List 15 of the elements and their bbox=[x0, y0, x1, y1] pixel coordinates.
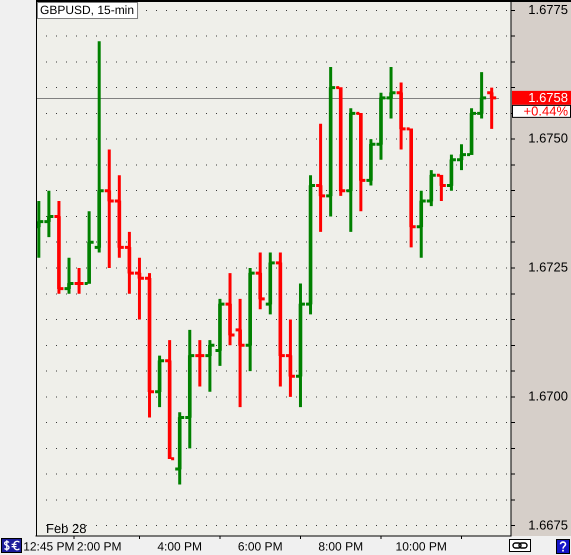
x-tick-label: 6:00 PM bbox=[238, 540, 283, 554]
x-tick-label: 2:00 PM bbox=[76, 540, 122, 554]
ref-line-label: 1.6758 bbox=[528, 90, 568, 105]
x-tick-label: 4:00 PM bbox=[157, 540, 202, 554]
y-tick-label: 1.6700 bbox=[528, 388, 568, 404]
chart-title: GBPUSD, 15-min bbox=[40, 2, 134, 17]
y-tick-label: 1.6725 bbox=[528, 260, 568, 275]
text: +0.44% bbox=[524, 104, 568, 118]
x-tick-label: 12:45 PM bbox=[23, 540, 75, 554]
x-tick-label: 8:00 PM bbox=[318, 540, 364, 554]
annotation: Feb 28 bbox=[46, 521, 86, 536]
y-tick-label: 1.6750 bbox=[528, 130, 568, 146]
x-tick-label: 10:00 PM bbox=[396, 540, 447, 554]
y-tick-label: 1.6675 bbox=[528, 517, 568, 532]
y-tick-label: 1.6775 bbox=[528, 2, 568, 17]
